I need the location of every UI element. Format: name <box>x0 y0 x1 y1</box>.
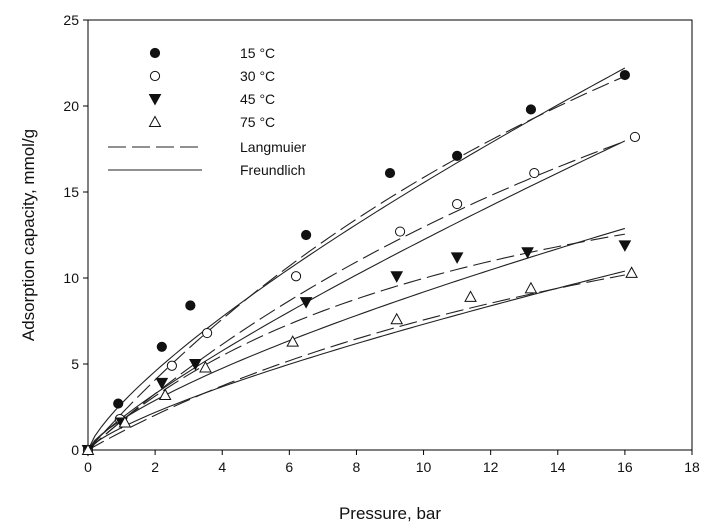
data-point-series-1-8 <box>525 104 537 115</box>
data-point-series-1-6 <box>384 167 396 179</box>
x-tick-label: 10 <box>416 459 432 475</box>
data-point-series-4-6 <box>390 312 404 325</box>
data-point-series-2-8 <box>529 167 540 179</box>
data-points <box>81 69 641 457</box>
x-tick-label: 14 <box>550 459 566 475</box>
x-tick-label: 16 <box>617 459 633 475</box>
x-tick-label: 0 <box>84 459 92 475</box>
legend-label-series-4: 75 °C <box>240 114 275 130</box>
data-point-series-2-3 <box>166 360 177 371</box>
data-point-series-3-5 <box>299 297 313 309</box>
legend-marker-series-3 <box>148 94 162 106</box>
y-axis: 0 5 10 15 20 25 <box>63 12 88 458</box>
data-point-series-4-9 <box>625 266 638 278</box>
x-tick-label: 6 <box>285 459 293 475</box>
data-point-series-1-2 <box>113 398 124 409</box>
langmuir-curve-series-3 <box>87 233 625 451</box>
x-tick-label: 2 <box>151 459 159 475</box>
data-point-series-4-7 <box>464 290 477 302</box>
freundlich-curve-series-4 <box>87 270 626 451</box>
data-point-series-4-1 <box>81 443 95 455</box>
legend-label-series-3: 45 °C <box>240 91 275 107</box>
langmuir-curve-series-4 <box>87 274 625 451</box>
legend-label-series-1: 15 °C <box>240 45 275 61</box>
data-point-series-4-2 <box>118 415 132 428</box>
data-point-series-2-6 <box>394 226 406 237</box>
plot-area <box>87 19 693 451</box>
data-point-series-3-7 <box>450 252 464 264</box>
data-point-series-1-7 <box>452 150 463 161</box>
y-tick-label: 0 <box>71 442 79 458</box>
data-point-series-2-5 <box>290 271 302 282</box>
legend-marker-series-4 <box>148 115 162 127</box>
data-point-series-1-9 <box>619 69 630 81</box>
legend: 15 °C 30 °C 45 °C 75 °C Langmuier Freundlich <box>108 45 306 178</box>
y-tick-label: 5 <box>71 356 79 372</box>
legend-marker-series-2 <box>149 70 161 82</box>
data-point-series-3-4 <box>189 359 202 371</box>
data-point-series-1-4 <box>185 300 196 311</box>
legend-marker-series-1 <box>149 47 161 59</box>
legend-label-fit-2: Freundlich <box>240 162 305 178</box>
data-point-series-2-9 <box>629 131 641 143</box>
data-point-series-1-5 <box>301 229 312 241</box>
data-point-series-3-6 <box>390 271 404 283</box>
freundlich-curve-series-1 <box>87 67 626 451</box>
data-point-series-3-3 <box>155 377 169 390</box>
freundlich-curve-series-2 <box>87 140 626 451</box>
data-point-series-3-8 <box>521 247 534 259</box>
x-tick-label: 4 <box>218 459 226 475</box>
legend-label-series-2: 30 °C <box>240 68 275 84</box>
x-tick-label: 18 <box>684 459 700 475</box>
data-point-series-4-4 <box>199 360 212 373</box>
data-point-series-1-3 <box>156 341 167 352</box>
legend-label-fit-1: Langmuier <box>240 139 306 155</box>
plot-frame <box>87 19 693 451</box>
x-tick-label: 12 <box>483 459 499 475</box>
data-point-series-4-8 <box>524 281 538 294</box>
data-point-series-4-3 <box>158 388 172 400</box>
y-axis-title: Adsorption capacity, mmol/g <box>19 129 38 341</box>
fit-curves <box>87 67 626 451</box>
data-point-series-2-4 <box>202 327 213 339</box>
data-point-series-4-5 <box>286 335 300 347</box>
freundlich-curve-series-3 <box>87 227 626 451</box>
langmuir-curve-series-2 <box>87 140 626 451</box>
data-point-series-2-7 <box>452 198 463 210</box>
x-axis: 0 2 4 6 8 10 12 14 16 18 <box>84 450 700 475</box>
y-tick-label: 25 <box>63 12 79 28</box>
x-tick-label: 8 <box>353 459 361 475</box>
x-axis-title: Pressure, bar <box>339 504 441 523</box>
y-tick-label: 20 <box>63 98 79 114</box>
y-tick-label: 15 <box>63 184 79 200</box>
data-point-series-3-9 <box>618 240 632 252</box>
y-tick-label: 10 <box>63 270 79 286</box>
